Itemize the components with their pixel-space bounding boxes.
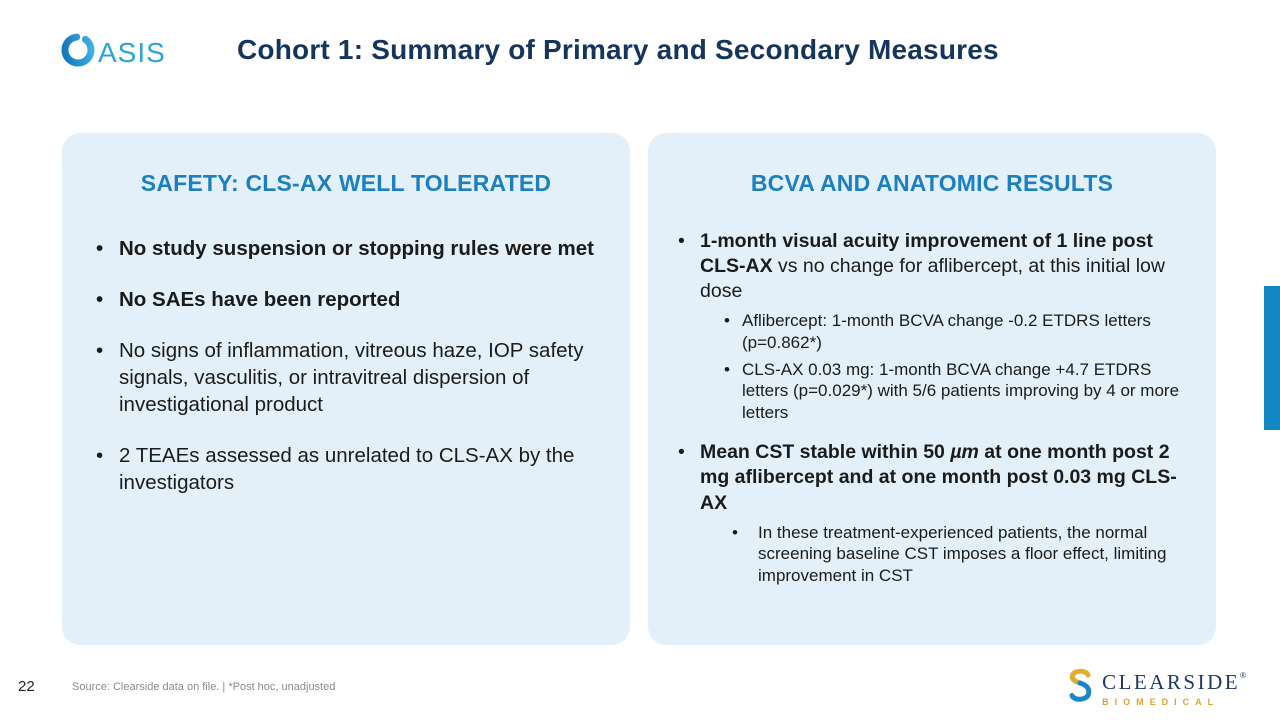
clearside-logo: CLEARSIDE ® BIOMEDICAL: [1066, 667, 1246, 710]
clearside-s-icon: [1066, 667, 1094, 710]
oasis-logo: ASIS: [60, 32, 166, 73]
footer-source-note: Source: Clearside data on file. | *Post …: [72, 681, 336, 693]
bcva-heading: BCVA AND ANATOMIC RESULTS: [750, 170, 1114, 196]
safety-bullet: No study suspension or stopping rules we…: [96, 235, 602, 262]
cst-sub-bullet: In these treatment-experienced patients,…: [678, 522, 1186, 587]
bcva-bullet: 1-month visual acuity improvement of 1 l…: [678, 229, 1186, 304]
safety-heading: SAFETY: CLS-AX WELL TOLERATED: [140, 170, 552, 196]
edge-accent-bar: [1264, 286, 1280, 430]
safety-panel: SAFETY: CLS-AX WELL TOLERATED No study s…: [62, 133, 630, 645]
bcva-sub-bullet: CLS-AX 0.03 mg: 1-month BCVA change +4.7…: [678, 359, 1186, 424]
bcva-panel: BCVA AND ANATOMIC RESULTS 1-month visual…: [648, 133, 1216, 645]
bullet-icon: [96, 337, 119, 418]
bullet-icon: [96, 235, 119, 262]
oasis-o-icon: [60, 32, 96, 73]
registered-mark-icon: ®: [1240, 671, 1246, 680]
safety-bullet: No SAEs have been reported: [96, 286, 602, 313]
clearside-logo-text: CLEARSIDE ® BIOMEDICAL: [1102, 670, 1246, 707]
cst-bullet: Mean CST stable within 50 µm at one mont…: [678, 440, 1186, 515]
safety-bullet-list: No study suspension or stopping rules we…: [96, 235, 602, 496]
bcva-bullet-text: 1-month visual acuity improvement of 1 l…: [700, 230, 1165, 303]
bcva-sub-bullet: Aflibercept: 1-month BCVA change -0.2 ET…: [678, 310, 1186, 353]
cst-bullet-text: Mean CST stable within 50 µm at one mont…: [700, 441, 1177, 514]
bullet-icon: [96, 286, 119, 313]
bullet-icon: [678, 229, 700, 304]
safety-bullet: 2 TEAEs assessed as unrelated to CLS-AX …: [96, 442, 602, 496]
page-number: 22: [18, 678, 35, 695]
bullet-icon: [678, 440, 700, 515]
bullet-icon: [724, 310, 742, 353]
slide-title: Cohort 1: Summary of Primary and Seconda…: [237, 34, 999, 65]
bullet-icon: [724, 359, 742, 424]
bullet-icon: [96, 442, 119, 496]
clearside-wordmark: CLEARSIDE: [1102, 670, 1241, 694]
oasis-logo-text: ASIS: [98, 36, 166, 68]
bcva-bullet-list: 1-month visual acuity improvement of 1 l…: [678, 229, 1186, 586]
bullet-icon: [732, 522, 758, 587]
safety-bullet: No signs of inflammation, vitreous haze,…: [96, 337, 602, 418]
biomedical-wordmark: BIOMEDICAL: [1102, 697, 1220, 707]
